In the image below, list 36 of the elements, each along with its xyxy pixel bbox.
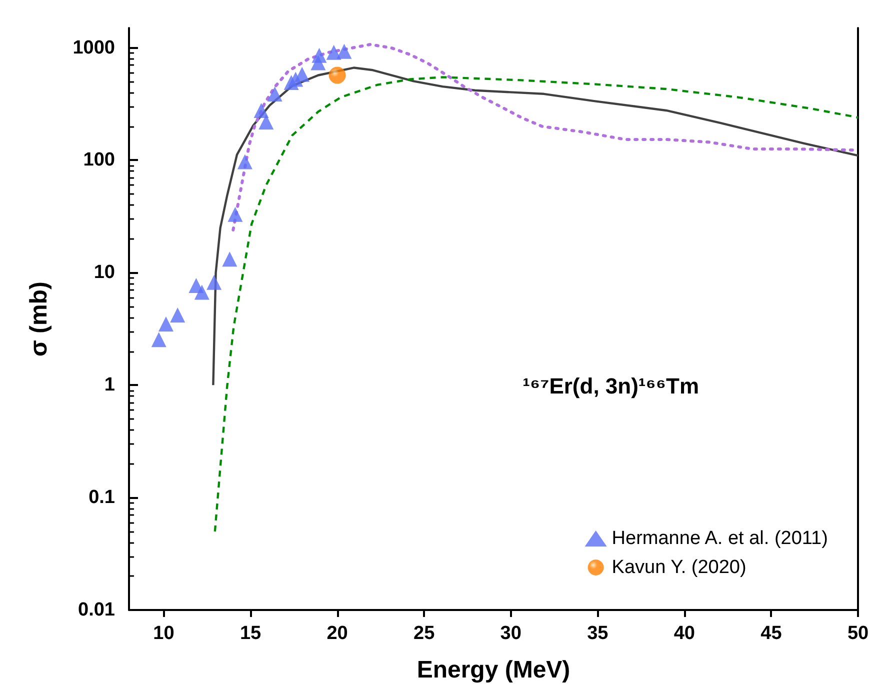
point: [206, 274, 222, 290]
x-tick-label: 25: [414, 623, 436, 644]
x-axis-title: Energy (MeV): [416, 656, 570, 684]
point: [158, 316, 174, 332]
x-tick-label: 15: [240, 623, 262, 644]
x-tick-label: 10: [153, 623, 174, 644]
point: [312, 48, 327, 63]
x-tick-label: 30: [500, 623, 522, 644]
y-tick-label: 0.01: [78, 600, 116, 620]
point: [294, 66, 310, 82]
point: [151, 332, 166, 348]
y-tick-label: 0.1: [88, 487, 116, 508]
point: [328, 66, 346, 84]
x-tick-label: 40: [674, 623, 695, 644]
legend-label: Kavun Y. (2020): [612, 557, 746, 578]
y-tick-label: 10: [94, 262, 115, 284]
point: [326, 44, 342, 60]
point: [336, 44, 352, 59]
x-tick-label: 35: [587, 623, 609, 644]
point: [267, 86, 282, 102]
point: [194, 284, 210, 300]
point: [222, 252, 238, 267]
legend-title: ¹⁶⁷Er(d, 3n)¹⁶⁶Tm: [522, 374, 699, 398]
point: [170, 308, 186, 323]
legend-label: Hermanne A. et al. (2011): [612, 528, 828, 549]
point: [254, 102, 269, 118]
point: [228, 206, 243, 222]
y-tick-label: 1: [104, 374, 116, 396]
x-tick-label: 50: [847, 623, 869, 644]
y-tick-label: 1000: [72, 37, 115, 58]
x-tick-label: 45: [760, 623, 782, 644]
point: [237, 154, 252, 170]
y-axis-title: σ (mb): [26, 281, 52, 357]
y-tick-label: 100: [83, 150, 115, 171]
point: [258, 114, 274, 130]
x-tick-label: 20: [326, 623, 348, 644]
